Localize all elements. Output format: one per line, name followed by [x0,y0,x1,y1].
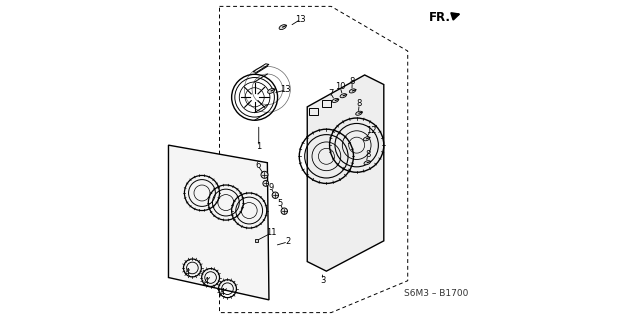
Text: 7: 7 [328,89,333,98]
Text: 1: 1 [256,142,261,151]
FancyArrowPatch shape [451,13,459,19]
Bar [255,239,259,242]
Text: 6: 6 [255,161,260,170]
Ellipse shape [332,99,339,102]
Circle shape [281,208,287,214]
Circle shape [263,181,269,186]
Text: S6M3 – B1700: S6M3 – B1700 [404,289,468,298]
Text: 4: 4 [184,268,189,277]
Bar [321,100,331,107]
Text: 9: 9 [268,183,273,192]
Text: 13: 13 [280,85,291,94]
Ellipse shape [364,161,371,165]
Ellipse shape [268,88,275,93]
Text: 8: 8 [356,100,362,108]
Circle shape [261,171,268,178]
Text: 2: 2 [285,237,291,246]
Bar [309,108,319,115]
Ellipse shape [349,89,356,93]
Text: 13: 13 [296,15,306,24]
Circle shape [272,192,278,198]
Text: 11: 11 [266,228,276,237]
Ellipse shape [364,137,370,141]
Text: 3: 3 [320,276,325,285]
Text: 5: 5 [278,199,283,208]
Text: 4: 4 [204,277,209,286]
Text: 10: 10 [335,82,346,91]
Text: 12: 12 [366,126,376,135]
Text: 4: 4 [220,288,225,297]
Polygon shape [307,75,384,271]
Text: 8: 8 [349,77,355,86]
Ellipse shape [340,94,346,98]
Text: FR.: FR. [429,11,451,24]
Ellipse shape [279,25,286,30]
Ellipse shape [356,111,362,115]
Polygon shape [168,145,269,300]
Text: 8: 8 [365,150,371,159]
